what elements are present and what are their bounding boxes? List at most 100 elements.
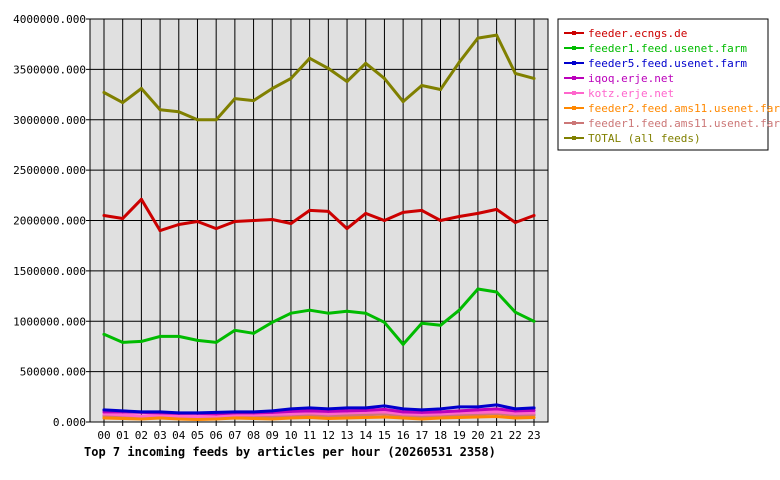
legend-marker xyxy=(572,106,576,110)
legend: feeder.ecngs.de feeder1.feed.usenet.farm f… xyxy=(557,18,780,151)
data-point xyxy=(308,208,312,212)
data-point xyxy=(177,223,181,227)
data-point xyxy=(401,416,405,420)
data-point xyxy=(364,415,368,419)
data-point xyxy=(532,406,536,410)
y-tick-label: 500000.000 xyxy=(20,366,86,379)
x-tick-label: 09 xyxy=(266,429,279,442)
x-tick-label: 08 xyxy=(247,429,260,442)
series-line xyxy=(102,33,536,122)
x-tick-label: 22 xyxy=(509,429,522,442)
data-point xyxy=(532,213,536,217)
data-point xyxy=(102,91,106,95)
data-point xyxy=(495,403,499,407)
data-point xyxy=(252,410,256,414)
legend-label: kotz.erje.net xyxy=(588,87,674,100)
data-point xyxy=(345,406,349,410)
y-tick-label: 2500000.000 xyxy=(13,164,86,177)
data-point xyxy=(308,56,312,60)
data-point xyxy=(401,410,405,414)
data-point xyxy=(308,406,312,410)
data-point xyxy=(364,211,368,215)
legend-label: TOTAL (all feeds) xyxy=(588,132,701,145)
data-point xyxy=(364,311,368,315)
data-point xyxy=(476,287,480,291)
data-point xyxy=(439,416,443,420)
data-point xyxy=(420,321,424,325)
data-point xyxy=(457,308,461,312)
data-point xyxy=(513,416,517,420)
data-point xyxy=(420,208,424,212)
data-point xyxy=(121,101,125,105)
data-point xyxy=(121,216,125,220)
data-point xyxy=(121,409,125,413)
data-point xyxy=(364,408,368,412)
data-point xyxy=(195,118,199,122)
data-point xyxy=(345,79,349,83)
y-tick-label: 0.000 xyxy=(53,416,86,429)
x-tick-label: 07 xyxy=(228,429,241,442)
data-point xyxy=(364,413,368,417)
data-point xyxy=(532,411,536,415)
chart-title: Top 7 incoming feeds by articles per hou… xyxy=(84,445,496,459)
data-point xyxy=(308,409,312,413)
data-point xyxy=(139,414,143,418)
data-point xyxy=(214,417,218,421)
legend-label: feeder.ecngs.de xyxy=(588,27,687,40)
data-point xyxy=(102,408,106,412)
data-point xyxy=(457,415,461,419)
data-point xyxy=(401,407,405,411)
data-point xyxy=(495,407,499,411)
series-lines xyxy=(102,33,536,421)
x-tick-label: 06 xyxy=(210,429,223,442)
data-point xyxy=(270,409,274,413)
x-tick-label: 21 xyxy=(490,429,503,442)
data-point xyxy=(532,319,536,323)
x-tick-label: 04 xyxy=(172,429,186,442)
data-point xyxy=(177,417,181,421)
data-point xyxy=(476,36,480,40)
x-tick-label: 10 xyxy=(284,429,297,442)
x-tick-label: 12 xyxy=(322,429,335,442)
y-tick-label: 3500000.000 xyxy=(13,63,86,76)
data-point xyxy=(382,410,386,414)
data-point xyxy=(252,416,256,420)
data-point xyxy=(289,76,293,80)
data-point xyxy=(195,411,199,415)
data-point xyxy=(439,88,443,92)
series-line xyxy=(102,410,536,418)
legend-marker xyxy=(572,121,576,125)
legend-label: feeder1.feed.ams11.usenet.farm xyxy=(588,117,780,130)
series-line xyxy=(102,415,536,421)
data-point xyxy=(326,311,330,315)
data-point xyxy=(158,229,162,233)
data-point xyxy=(289,311,293,315)
legend-label: iqoq.erje.net xyxy=(588,72,674,85)
series-line xyxy=(102,287,536,346)
data-point xyxy=(439,219,443,222)
data-point xyxy=(289,416,293,420)
legend-marker xyxy=(572,91,576,95)
x-axis-tick-labels: 00 01 02 03 04 05 06 07 08 09 10 11 12 13 14 15 16 17 18 19… xyxy=(97,429,540,442)
data-point xyxy=(270,320,274,324)
legend-label: feeder1.feed.usenet.farm xyxy=(588,42,747,55)
x-tick-label: 15 xyxy=(378,429,391,442)
data-point xyxy=(326,412,330,416)
data-point xyxy=(270,417,274,421)
data-point xyxy=(270,87,274,91)
y-tick-label: 3000000.000 xyxy=(13,114,86,127)
x-tick-label: 23 xyxy=(527,429,540,442)
x-tick-label: 03 xyxy=(153,429,166,442)
data-point xyxy=(495,414,499,418)
data-point xyxy=(457,409,461,413)
data-point xyxy=(495,290,499,294)
x-tick-label: 16 xyxy=(397,429,410,442)
data-point xyxy=(195,414,199,418)
x-tick-label: 02 xyxy=(135,429,148,442)
data-point xyxy=(345,227,349,231)
data-point xyxy=(289,409,293,413)
data-point xyxy=(326,209,330,213)
x-tick-label: 11 xyxy=(303,429,316,442)
data-point xyxy=(382,320,386,324)
y-tick-label: 1000000.000 xyxy=(13,315,86,328)
